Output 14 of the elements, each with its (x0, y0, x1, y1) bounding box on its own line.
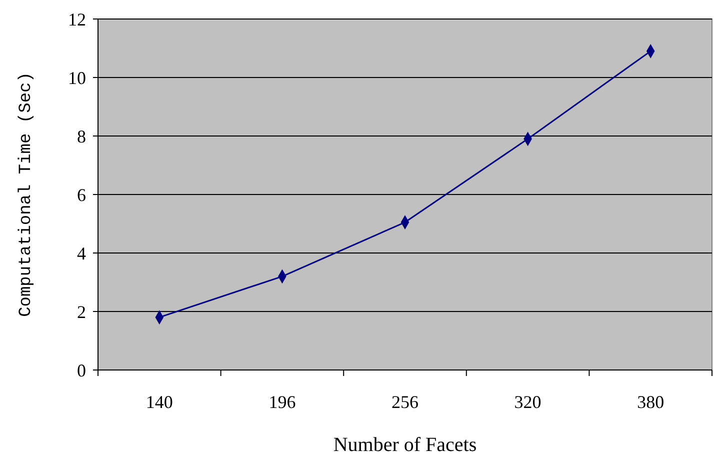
x-tick-label: 196 (268, 392, 296, 412)
x-tick-label: 256 (392, 392, 418, 412)
x-tick-label: 320 (514, 392, 542, 412)
y-tick-label: 4 (77, 243, 86, 264)
y-tick-label: 12 (68, 9, 86, 30)
x-axis-title: Number of Facets (333, 434, 477, 456)
x-tick-label: 380 (637, 392, 664, 412)
y-axis-title: Computational Time (Sec) (17, 72, 36, 317)
y-tick-label: 6 (77, 184, 86, 205)
y-tick-label: 0 (77, 360, 86, 380)
x-tick-label: 140 (146, 392, 173, 412)
y-tick-label: 2 (77, 302, 86, 322)
y-tick-label: 8 (77, 126, 86, 146)
y-tick-label: 10 (68, 68, 86, 88)
